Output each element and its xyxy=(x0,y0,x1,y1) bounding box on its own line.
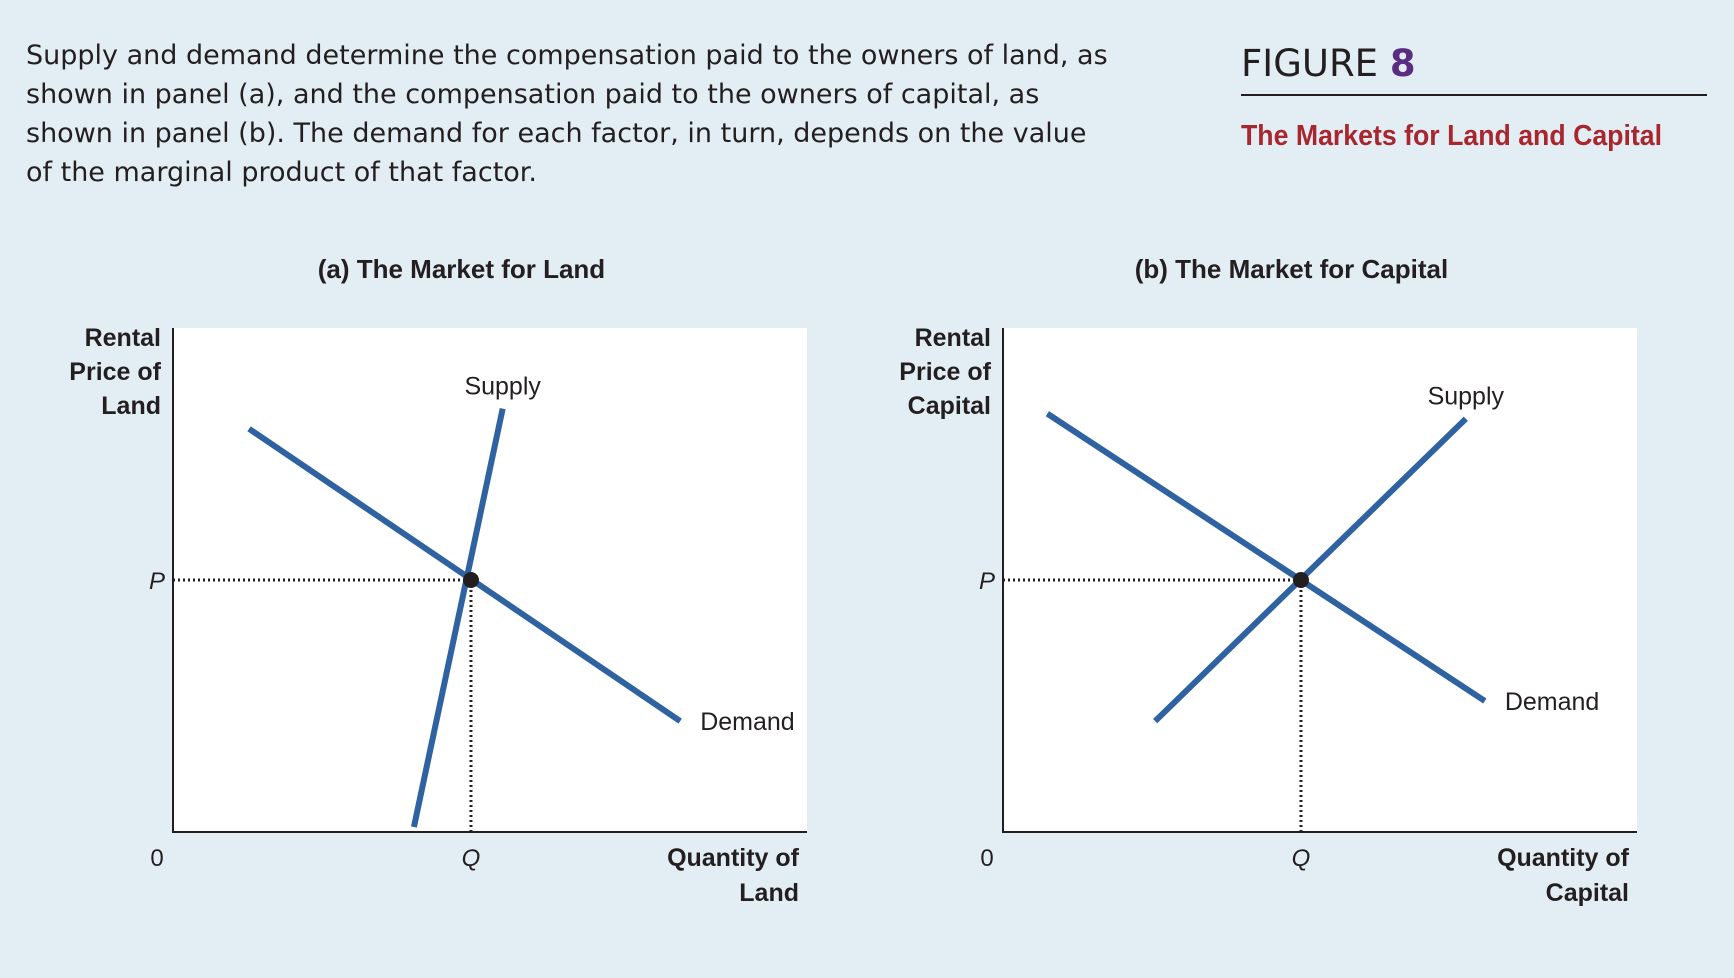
origin-label: 0 xyxy=(150,845,163,872)
figure-rule xyxy=(1241,94,1707,96)
panel-capital: (b) The Market for Capital Rental Price of… xyxy=(899,254,1637,907)
origin-label: 0 xyxy=(980,845,993,872)
price-tick-label: P xyxy=(149,568,165,595)
y-axis-label-line: Capital xyxy=(908,392,991,420)
demand-curve xyxy=(1045,411,1487,704)
y-axis-label-line: Land xyxy=(101,392,161,420)
quantity-tick-label: Q xyxy=(462,845,481,872)
price-tick-label: P xyxy=(979,568,995,595)
x-axis-label-line: Land xyxy=(739,879,799,907)
supply-curve xyxy=(410,408,506,828)
x-axis-label-line: Quantity of xyxy=(1497,844,1630,872)
x-axis-label-line: Quantity of xyxy=(667,844,800,872)
supply-label: Supply xyxy=(1428,383,1505,411)
equilibrium-point xyxy=(462,572,479,588)
panel-title: (a) The Market for Land xyxy=(318,254,605,284)
panel-land: (a) The Market for Land Rental Price of Lan… xyxy=(69,254,807,907)
figure-label: FIGURE 8 xyxy=(1241,42,1707,92)
panel-title: (b) The Market for Capital xyxy=(1135,254,1448,284)
figure-number: 8 xyxy=(1389,42,1416,85)
quantity-tick-label: Q xyxy=(1292,845,1311,872)
figure-caption: Supply and demand determine the compensa… xyxy=(26,40,1108,188)
x-axis-label-line: Capital xyxy=(1546,879,1629,907)
figure-label-text: FIGURE xyxy=(1241,42,1379,85)
y-axis-label-line: Price of xyxy=(69,358,161,386)
demand-label: Demand xyxy=(1505,688,1600,716)
figure-header: FIGURE 8 The Markets for Land and Capita… xyxy=(1241,42,1707,153)
supply-curve xyxy=(1153,416,1468,724)
demand-label: Demand xyxy=(700,708,795,736)
y-axis-label-line: Rental xyxy=(915,324,991,352)
y-axis-label-line: Rental xyxy=(85,324,161,352)
demand-curve xyxy=(247,426,682,724)
figure-title: The Markets for Land and Capital xyxy=(1241,120,1663,152)
y-axis-label-line: Price of xyxy=(899,358,991,386)
supply-label: Supply xyxy=(464,373,541,401)
equilibrium-point xyxy=(1292,572,1309,588)
